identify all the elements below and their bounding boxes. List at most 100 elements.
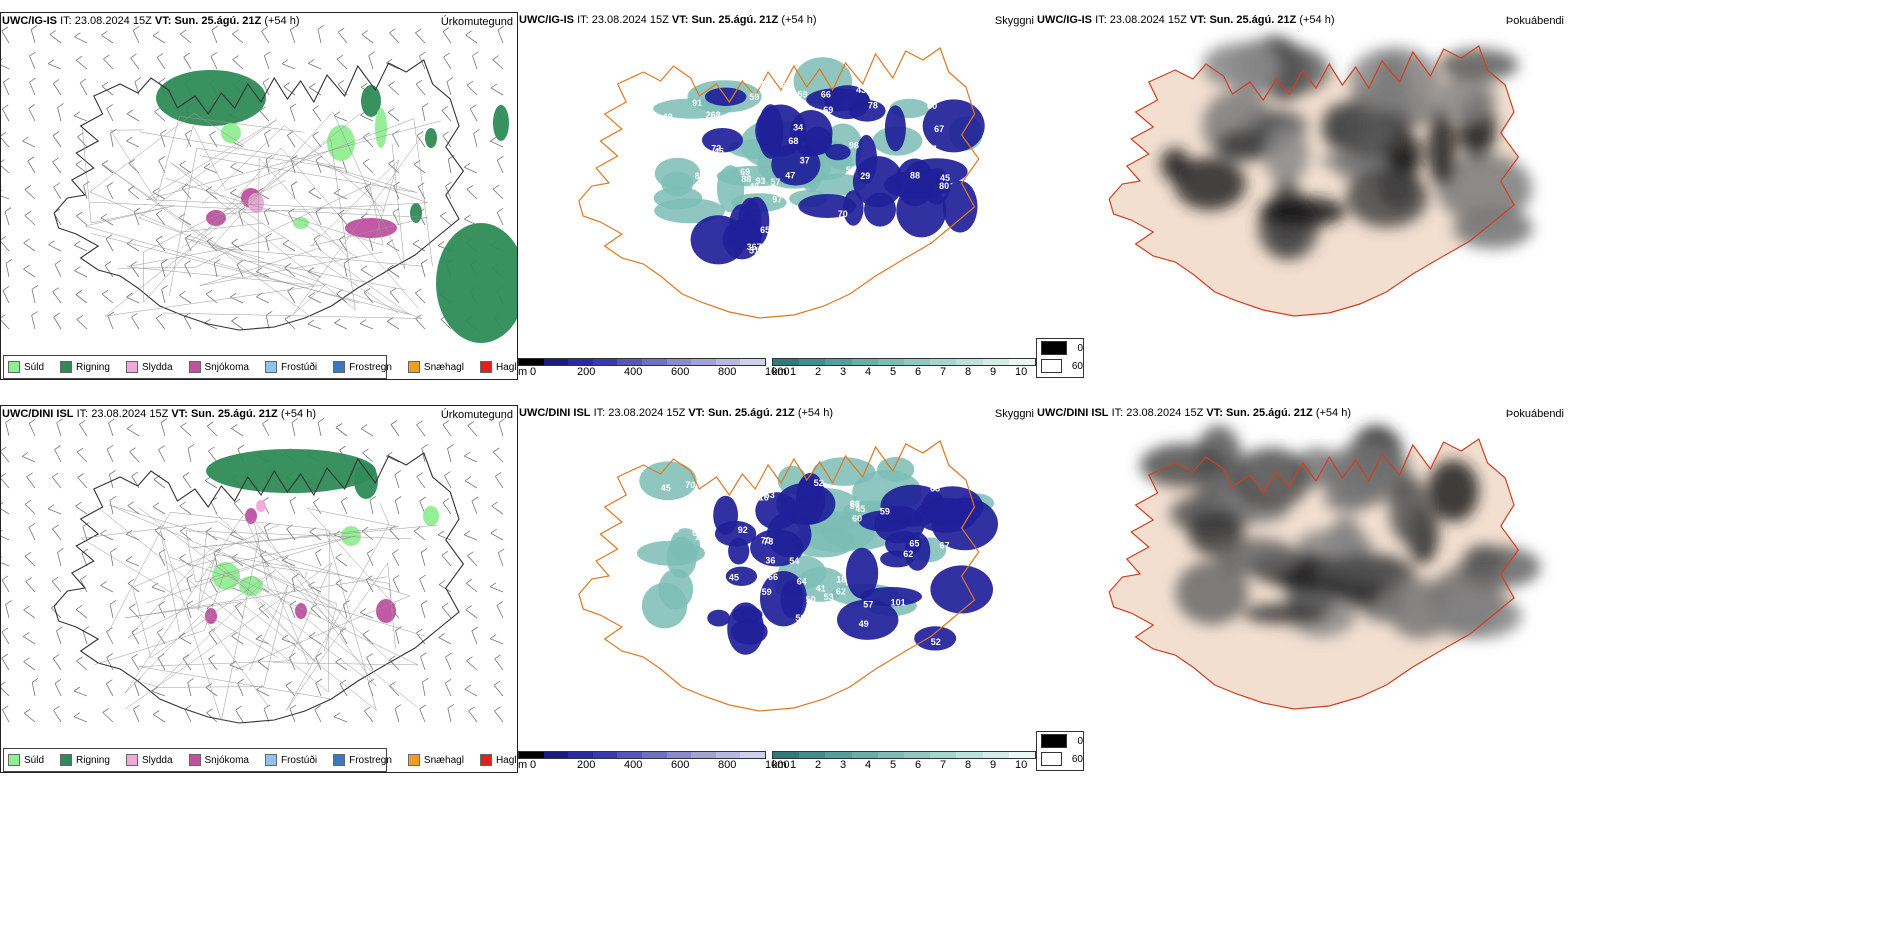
wind-barb: [442, 424, 452, 437]
low-visibility-area: [930, 565, 993, 614]
wind-barb: [471, 500, 478, 515]
wind-barb-flag: [333, 712, 341, 718]
wind-barb-flag: [106, 653, 113, 658]
scale-tick: 800: [718, 759, 737, 771]
wind-barb: [106, 449, 114, 463]
low-visibility-area: [760, 571, 807, 627]
wind-barb: [154, 529, 166, 541]
wind-barb: [307, 323, 322, 330]
wind-barb-flag: [310, 604, 318, 609]
scale-tick: 600: [671, 366, 690, 378]
wind-barb-flag: [308, 187, 316, 193]
wind-barb: [232, 59, 244, 70]
wind-barb: [289, 107, 296, 122]
wind-barb: [289, 604, 296, 619]
wind-barb: [420, 656, 426, 671]
wind-barb: [5, 263, 10, 278]
wind-barb: [24, 503, 36, 515]
wind-barb-flag: [312, 105, 320, 110]
wind-barb: [491, 505, 504, 515]
scale-swatch: [799, 359, 826, 365]
wind-barb-flag: [237, 678, 244, 684]
legend-label: Haglél: [495, 754, 517, 766]
wind-barb: [101, 34, 114, 44]
scale-tick: 400: [624, 759, 643, 771]
wind-barb: [157, 657, 166, 671]
panel-header: UWC/IG-IS IT: 23.08.2024 15Z VT: Sun. 25…: [1037, 14, 1335, 26]
visibility-value: 60: [927, 101, 937, 111]
wind-barb-flag: [47, 504, 55, 510]
wind-barb-flag: [53, 705, 60, 711]
road-line: [139, 131, 344, 297]
wind-barb: [420, 263, 426, 278]
wind-barb-flag: [54, 678, 62, 684]
road-line: [118, 178, 384, 269]
wind-barb-flag: [315, 652, 322, 658]
low-visibility-area: [942, 180, 978, 233]
legend-swatch: [8, 754, 20, 766]
wind-barb: [23, 268, 36, 278]
visibility-value: 47: [785, 170, 795, 180]
wind-barb: [158, 449, 166, 463]
fog-area: [1232, 447, 1311, 510]
wind-barb-flag: [497, 155, 504, 161]
wind-barb: [235, 709, 244, 723]
wind-barb-flag: [337, 27, 345, 33]
legend-label: Snjókoma: [204, 754, 249, 766]
wind-barb-flag: [496, 601, 504, 606]
wind-barb-flag: [106, 104, 113, 109]
wind-barb: [187, 682, 192, 697]
legend-label: Snæhagl: [423, 754, 464, 766]
scale-swatch: [825, 752, 852, 758]
low-visibility-area: [858, 510, 912, 532]
wind-barb: [1, 478, 10, 489]
wind-barb: [5, 422, 10, 437]
wind-barb: [131, 657, 140, 671]
wind-barb: [53, 316, 62, 330]
low-visibility-area: [722, 219, 762, 260]
visibility-area: [658, 569, 694, 610]
wind-barb-flag: [416, 420, 423, 426]
wind-barb-flag: [315, 548, 322, 554]
wind-barb: [289, 29, 296, 44]
wind-barb-flag: [52, 287, 59, 293]
wind-barb-flag: [468, 706, 475, 712]
wind-barb-flag: [419, 574, 426, 580]
wind-barb: [441, 606, 452, 619]
road-line: [125, 562, 333, 710]
visibility-value: 92: [738, 525, 748, 535]
wind-barb: [29, 81, 36, 96]
wind-barb: [208, 658, 218, 671]
wind-barb: [421, 107, 426, 122]
wind-barb: [285, 685, 296, 697]
wind-barb-flag: [52, 654, 60, 659]
road-line: [257, 157, 359, 273]
legend-label: Frostregn: [349, 754, 392, 766]
wind-barb-flag: [131, 653, 138, 659]
wind-barb: [161, 289, 166, 304]
wind-barb-flag: [465, 605, 472, 611]
wind-barb-flag: [22, 136, 29, 142]
scale-unit: m: [518, 366, 528, 378]
wind-barb: [52, 291, 62, 304]
wind-barb: [313, 238, 322, 252]
wind-barb-flag: [387, 107, 395, 113]
wind-barb: [490, 140, 504, 148]
visibility-value: 68: [692, 528, 702, 538]
wind-barb: [421, 448, 426, 463]
wind-barb: [106, 631, 114, 645]
wind-barb: [209, 579, 218, 593]
visibility-map: 97 88 88 34 82 69 72 63 67 47 62 91 80 70 45 98 76 37 58 11…: [578, 47, 985, 319]
visibility-value: 70: [940, 78, 950, 88]
wind-barb: [204, 480, 218, 489]
wind-barb: [77, 477, 88, 489]
visibility-value: 60: [662, 123, 672, 133]
wind-barb-flag: [289, 496, 297, 502]
wind-barb: [308, 296, 322, 304]
precip-area: [341, 526, 361, 546]
wind-barb: [79, 82, 88, 96]
wind-barb: [361, 530, 374, 541]
wind-barb-flag: [236, 260, 244, 265]
road-line: [95, 505, 330, 693]
wind-barb: [158, 553, 166, 567]
